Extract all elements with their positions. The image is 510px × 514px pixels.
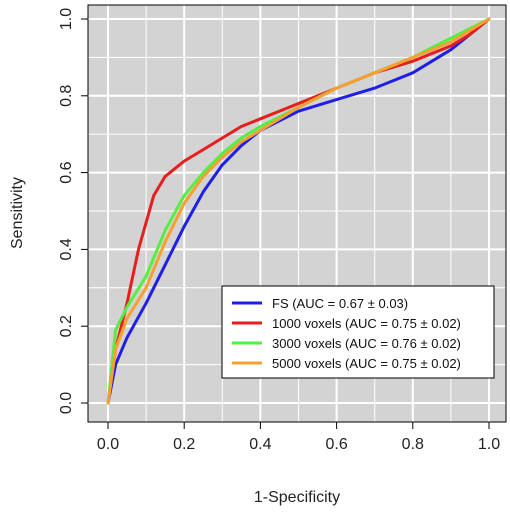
x-tick-label: 0.6 xyxy=(325,436,347,453)
y-axis-title: Sensitivity xyxy=(9,177,26,249)
y-tick-label: 0.2 xyxy=(58,315,75,337)
x-axis-title: 1-Specificity xyxy=(254,489,340,506)
series-line xyxy=(106,17,491,405)
x-tick-label: 1.0 xyxy=(478,436,500,453)
plot-frame xyxy=(87,4,507,423)
series-line xyxy=(106,17,491,405)
legend-label: 3000 voxels (AUC = 0.76 ± 0.02) xyxy=(272,336,461,351)
axis-ticks: 0.0 0.2 0.4 0.6 0.8 1.0 0.0 0.2 0.4 0.6 0.8 1.0 xyxy=(58,8,500,453)
x-tick-label: 0.4 xyxy=(249,436,271,453)
x-tick-label: 0.8 xyxy=(402,436,424,453)
series-line xyxy=(106,17,491,405)
x-tick-label: 0.2 xyxy=(173,436,195,453)
y-tick-label: 0.8 xyxy=(58,85,75,107)
series-lines xyxy=(106,17,491,405)
legend: FS (AUC = 0.67 ± 0.03) 1000 voxels (AUC =… xyxy=(221,285,495,379)
y-tick-label: 0.4 xyxy=(58,238,75,260)
y-tick-label: 1.0 xyxy=(58,8,75,30)
x-tick-label: 0.0 xyxy=(97,436,119,453)
legend-label: 5000 voxels (AUC = 0.75 ± 0.02) xyxy=(272,356,461,371)
y-tick-label: 0.0 xyxy=(58,392,75,414)
legend-label: 1000 voxels (AUC = 0.75 ± 0.02) xyxy=(272,316,461,331)
legend-label: FS (AUC = 0.67 ± 0.03) xyxy=(272,296,408,311)
legend-box xyxy=(221,285,495,379)
y-tick-label: 0.6 xyxy=(58,161,75,183)
